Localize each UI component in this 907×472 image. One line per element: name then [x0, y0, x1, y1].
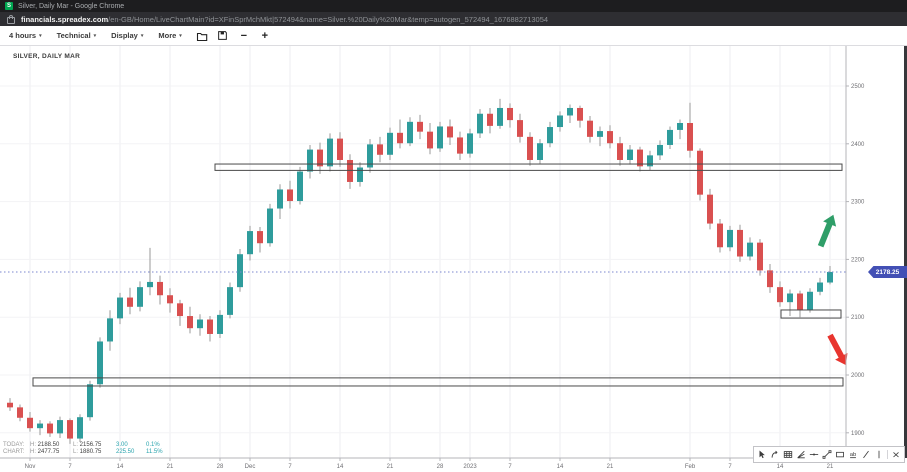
- change-value: 3.00: [116, 442, 128, 448]
- svg-text:Feb: Feb: [685, 464, 696, 470]
- menu-label: Technical: [56, 31, 91, 40]
- zoom-out-icon[interactable]: −: [240, 29, 248, 42]
- window-edge: [904, 46, 907, 458]
- svg-text:7: 7: [508, 464, 512, 470]
- menu-4-hours[interactable]: 4 hours ▾: [9, 31, 42, 40]
- svg-text:7: 7: [288, 464, 292, 470]
- drawing-toolbar: ab: [753, 446, 905, 463]
- horizontal-line-tool-icon[interactable]: [809, 449, 819, 460]
- svg-text:14: 14: [117, 464, 124, 470]
- address-bar[interactable]: financials.spreadex.com/en-GB/Home/LiveC…: [0, 12, 907, 26]
- svg-text:28: 28: [437, 464, 444, 470]
- svg-text:14: 14: [337, 464, 344, 470]
- svg-text:14: 14: [557, 464, 564, 470]
- zoom-in-icon[interactable]: +: [261, 29, 269, 42]
- low-value: L: 2156.75: [73, 442, 102, 448]
- vertical-line-tool-icon[interactable]: [874, 449, 884, 460]
- chevron-down-icon: ▾: [93, 32, 97, 39]
- y-axis-labels: 2500 2400 2300 2200 2100 2000 1900: [846, 84, 865, 437]
- svg-text:Dec: Dec: [245, 464, 256, 470]
- row-label: CHART:: [3, 449, 25, 456]
- gridlines: [0, 46, 846, 458]
- fib-grid-tool-icon[interactable]: [783, 449, 793, 460]
- ohlc-row: TODAY: H: 2188.50 L: 2156.75 3.00 0.1%: [3, 442, 163, 449]
- url-domain: financials.spreadex.com: [21, 14, 109, 24]
- delete-tool-icon[interactable]: [891, 449, 901, 460]
- svg-text:1900: 1900: [851, 431, 865, 437]
- annotation-box[interactable]: [32, 377, 844, 387]
- save-icon[interactable]: [217, 30, 229, 42]
- drawn-boxes[interactable]: [32, 163, 844, 387]
- change-value: 225.50: [116, 449, 135, 456]
- menu-display[interactable]: Display ▾: [111, 31, 143, 40]
- svg-text:2500: 2500: [851, 84, 865, 90]
- menu-technical[interactable]: Technical ▾: [57, 31, 97, 40]
- high-value: H: 2477.75: [30, 449, 60, 456]
- chart-toolbar: 4 hours ▾ Technical ▾ Display ▾ More ▾ − +: [0, 26, 907, 46]
- current-price-tag: 2178.25: [868, 266, 907, 278]
- row-label: TODAY:: [3, 442, 25, 448]
- ohlc-row: CHART: H: 2477.75 L: 1880.75 225.50 11.5%: [3, 449, 163, 456]
- svg-text:Nov: Nov: [25, 464, 36, 470]
- trend-segment-tool-icon[interactable]: [822, 449, 832, 460]
- svg-text:28: 28: [217, 464, 224, 470]
- chart-area[interactable]: 2500 2400 2300 2200 2100 2000 1900 Nov 7 14 21 28 De…: [0, 46, 907, 472]
- svg-text:21: 21: [167, 464, 174, 470]
- ohlc-info-rows: TODAY: H: 2188.50 L: 2156.75 3.00 0.1% CHART:…: [3, 442, 163, 457]
- diagonal-line-tool-icon[interactable]: [861, 449, 871, 460]
- chevron-down-icon: ▾: [140, 32, 144, 39]
- svg-text:21: 21: [827, 464, 834, 470]
- change-pct-value: 11.5%: [146, 449, 163, 456]
- low-value: L: 1880.75: [73, 449, 102, 456]
- url-path: /en-GB/Home/LiveChartMain?id=XFinSprMchM…: [108, 14, 549, 24]
- high-value: H: 2188.50: [30, 442, 60, 448]
- svg-text:2023: 2023: [463, 464, 477, 470]
- toolbar-icon-buttons: − +: [196, 30, 271, 42]
- candles: [7, 98, 833, 444]
- down-arrow-annotation[interactable]: [824, 332, 852, 369]
- candlestick-chart[interactable]: 2500 2400 2300 2200 2100 2000 1900 Nov 7 14 21 28 De…: [0, 46, 907, 472]
- svg-text:2400: 2400: [851, 142, 865, 148]
- lock-icon: [7, 14, 15, 24]
- text-tool-icon[interactable]: ab: [848, 449, 858, 460]
- window-title: Silver, Daily Mar - Google Chrome: [18, 2, 125, 10]
- window-titlebar: S Silver, Daily Mar - Google Chrome: [0, 0, 907, 12]
- pointer-tool-icon[interactable]: [757, 449, 767, 460]
- up-arrow-annotation[interactable]: [814, 212, 840, 249]
- open-folder-icon[interactable]: [196, 30, 208, 42]
- site-favicon: S: [5, 2, 13, 10]
- menu-label: 4 hours: [9, 31, 37, 40]
- change-pct-value: 0.1%: [146, 442, 160, 448]
- x-axis-labels: Nov 7 14 21 28 Dec 7 14 21 28 2023 7 14 21 Feb 7 14 21: [25, 458, 834, 470]
- svg-text:2200: 2200: [851, 257, 865, 263]
- svg-text:14: 14: [777, 464, 784, 470]
- svg-text:7: 7: [68, 464, 72, 470]
- symbol-label: SILVER, DAILY MAR: [13, 53, 81, 60]
- menu-label: More: [158, 31, 177, 40]
- svg-text:21: 21: [387, 464, 394, 470]
- chevron-down-icon: ▾: [39, 32, 42, 39]
- svg-text:2100: 2100: [851, 315, 865, 321]
- svg-text:21: 21: [607, 464, 614, 470]
- menu-more[interactable]: More ▾: [158, 31, 181, 40]
- menu-label: Display: [111, 31, 138, 40]
- annotation-box[interactable]: [780, 309, 842, 319]
- trend-fan-tool-icon[interactable]: [796, 449, 806, 460]
- toolbar-dropdowns: 4 hours ▾ Technical ▾ Display ▾ More ▾: [9, 31, 182, 40]
- svg-text:2000: 2000: [851, 373, 865, 379]
- chevron-down-icon: ▾: [179, 32, 182, 39]
- annotation-box[interactable]: [214, 163, 843, 171]
- rectangle-tool-icon[interactable]: [835, 449, 845, 460]
- svg-text:ab: ab: [850, 452, 856, 458]
- toolbar-divider: [887, 450, 888, 459]
- svg-text:2300: 2300: [851, 200, 865, 206]
- svg-text:7: 7: [728, 464, 732, 470]
- curved-arrow-tool-icon[interactable]: [770, 449, 780, 460]
